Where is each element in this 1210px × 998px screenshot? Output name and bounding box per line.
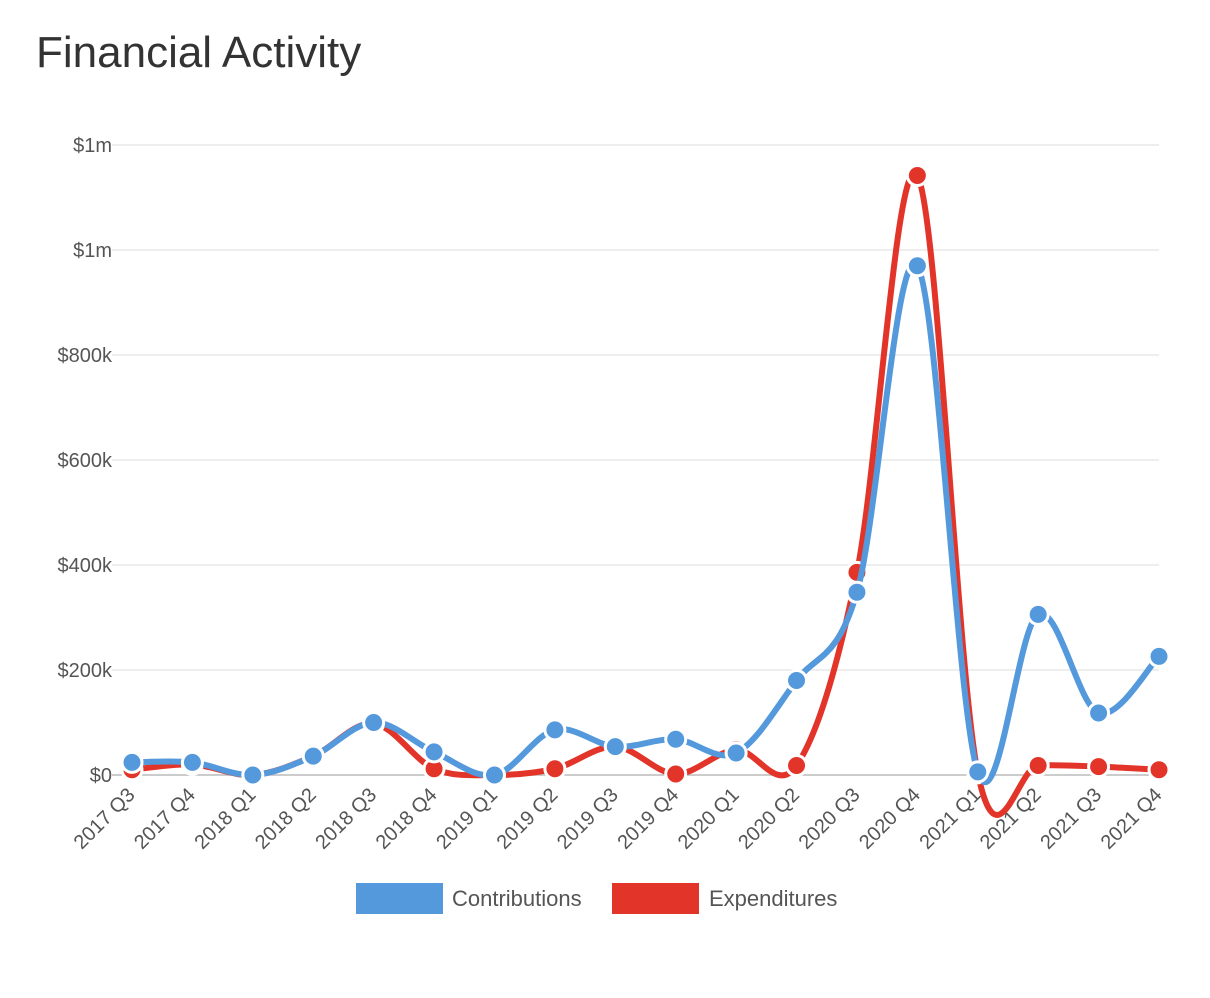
contributions-point[interactable]	[120, 750, 144, 774]
y-tick-label: $400k	[58, 555, 113, 577]
x-tick-label: 2017 Q3	[70, 784, 140, 854]
y-tick-label: $200k	[58, 660, 113, 682]
contributions-point[interactable]	[664, 727, 688, 751]
contributions-point[interactable]	[1147, 644, 1171, 668]
x-tick-label: 2021 Q2	[976, 784, 1046, 854]
legend[interactable]: Contributions Expenditures	[356, 883, 837, 914]
legend-swatch	[356, 883, 443, 914]
x-tick-label: 2019 Q4	[613, 784, 683, 854]
y-tick-label: $600k	[58, 450, 113, 472]
expenditures-point[interactable]	[543, 757, 567, 781]
x-tick-label: 2020 Q3	[795, 784, 865, 854]
series-contributions	[120, 254, 1171, 787]
x-tick-label: 2021 Q4	[1097, 784, 1167, 854]
y-tick-label: $0	[90, 765, 112, 787]
y-tick-label: $800k	[58, 345, 113, 367]
expenditures-point[interactable]	[905, 163, 929, 187]
contributions-point[interactable]	[724, 741, 748, 765]
x-tick-label: 2018 Q1	[191, 784, 261, 854]
contributions-point[interactable]	[603, 735, 627, 759]
contributions-point[interactable]	[1087, 701, 1111, 725]
expenditures-point[interactable]	[1147, 758, 1171, 782]
contributions-point[interactable]	[785, 669, 809, 692]
series-expenditures	[120, 163, 1171, 818]
x-tick-label: 2018 Q3	[311, 784, 381, 854]
series-group	[120, 163, 1171, 818]
contributions-point[interactable]	[301, 744, 325, 768]
x-tick-label: 2021 Q1	[915, 784, 985, 854]
x-tick-label: 2020 Q2	[734, 784, 804, 854]
legend-swatch	[612, 883, 699, 914]
x-tick-label: 2019 Q2	[493, 784, 563, 854]
legend-item-expenditures[interactable]: Expenditures	[612, 883, 837, 914]
expenditures-point[interactable]	[664, 762, 688, 786]
contributions-point[interactable]	[1026, 602, 1050, 626]
contributions-point[interactable]	[482, 763, 506, 787]
expenditures-point[interactable]	[1026, 754, 1050, 778]
contributions-point[interactable]	[362, 711, 386, 734]
contributions-point[interactable]	[905, 254, 929, 278]
chart-title: Financial Activity	[36, 28, 362, 77]
legend-label: Expenditures	[709, 886, 837, 911]
y-tick-label: $1m	[73, 135, 112, 157]
x-tick-label: 2019 Q1	[432, 784, 502, 854]
y-tick-label: $1m	[73, 240, 112, 262]
y-axis: $0 $200k $400k $600k $800k $1m $1m	[58, 135, 113, 787]
x-tick-label: 2018 Q2	[251, 784, 321, 854]
legend-label: Contributions	[452, 886, 582, 911]
expenditures-point[interactable]	[785, 754, 809, 778]
contributions-point[interactable]	[845, 580, 869, 604]
x-tick-label: 2018 Q4	[372, 784, 442, 854]
contributions-point[interactable]	[543, 718, 567, 742]
contributions-point[interactable]	[241, 763, 265, 787]
expenditures-point[interactable]	[1087, 755, 1111, 779]
grid-lines	[112, 144, 1159, 776]
x-tick-label: 2020 Q4	[855, 784, 925, 854]
contributions-point[interactable]	[180, 750, 204, 774]
x-tick-label: 2020 Q1	[674, 784, 744, 854]
contributions-point[interactable]	[422, 740, 446, 764]
contributions-line	[129, 260, 1162, 786]
x-tick-label: 2019 Q3	[553, 784, 623, 854]
contributions-point[interactable]	[966, 760, 990, 784]
legend-item-contributions[interactable]: Contributions	[356, 883, 582, 914]
x-tick-label: 2017 Q4	[130, 784, 200, 854]
x-tick-label: 2021 Q3	[1036, 784, 1106, 854]
